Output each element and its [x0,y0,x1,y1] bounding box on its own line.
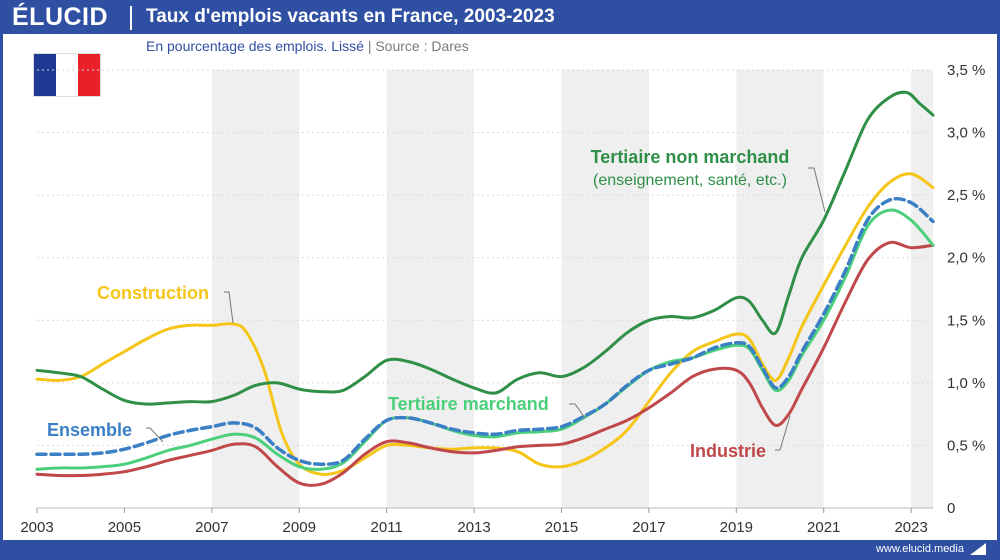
y-tick-label: 0,5 % [947,437,985,454]
y-tick-label: 3,5 % [947,62,985,79]
shaded-band [736,70,824,508]
shaded-band [561,70,649,508]
flag-stripe-white [56,54,78,96]
y-tick-label: 1,5 % [947,312,985,329]
series-label-text: Ensemble [47,420,132,440]
series-label-construction: Construction [97,283,234,324]
x-tick-label: 2005 [108,519,141,536]
series-label-text: Tertiaire non marchand [591,147,790,167]
y-tick-label: 1,0 % [947,375,985,392]
chart-title: Taux d'emplois vacants en France, 2003-2… [146,6,555,27]
series-label-text: Tertiaire marchand [388,394,549,414]
x-tick-label: 2023 [894,519,927,536]
x-tick-label: 2015 [545,519,578,536]
brand-logo[interactable]: ÉLUCID [12,3,109,31]
y-tick-label: 2,5 % [947,187,985,204]
series-label-ensemble: Ensemble [47,420,164,443]
series-label-text: (enseignement, santé, etc.) [593,172,787,189]
shaded-band [386,70,475,508]
footer-url[interactable]: www.elucid.media [875,543,964,555]
series-label-industrie: Industrie [690,415,791,461]
brand-mark-icon [970,543,986,555]
leader-line [224,291,234,324]
series-label-text: Construction [97,283,209,303]
series-line-industrie [35,240,935,487]
series-line-construction [35,172,935,476]
series-line-tertiaire-m [35,208,935,471]
x-tick-label: 2019 [720,519,753,536]
chart-subtitle: En pourcentage des emplois. Lissé | Sour… [146,38,469,54]
x-tick-label: 2017 [632,519,665,536]
flag-stripe-blue [34,54,56,96]
subtitle-separator: | [367,38,372,54]
leader-line [569,403,586,419]
x-tick-label: 2011 [371,519,403,536]
y-tick-label: 3,0 % [947,125,985,142]
header-divider [130,6,132,30]
leader-line [775,415,791,451]
source-text: Source : Dares [375,38,469,54]
subtitle-text: En pourcentage des emplois. Lissé [146,38,364,54]
x-tick-label: 2003 [20,519,53,536]
series-line-ensemble [35,196,935,466]
leader-line [808,167,826,213]
x-tick-label: 2007 [195,519,228,536]
x-tick-label: 2009 [283,519,316,536]
header-bar [0,0,1000,34]
flag-stripe-red [78,54,100,96]
shaded-band [911,70,933,508]
series-label-tertiaire-nm: Tertiaire non marchand (enseignement, san… [591,147,826,213]
y-tick-label: 0 [947,500,955,517]
x-tick-label: 2021 [807,519,840,536]
x-tick-label: 2013 [457,519,490,536]
y-tick-label: 2,0 % [947,250,985,267]
france-flag-icon [34,54,100,96]
leader-line [146,427,164,443]
series-line-tertiaire-nm [35,90,935,406]
series-label-text: Industrie [690,441,766,461]
footer-bar [0,540,1000,560]
series-label-tertiaire-m: Tertiaire marchand [388,394,586,419]
